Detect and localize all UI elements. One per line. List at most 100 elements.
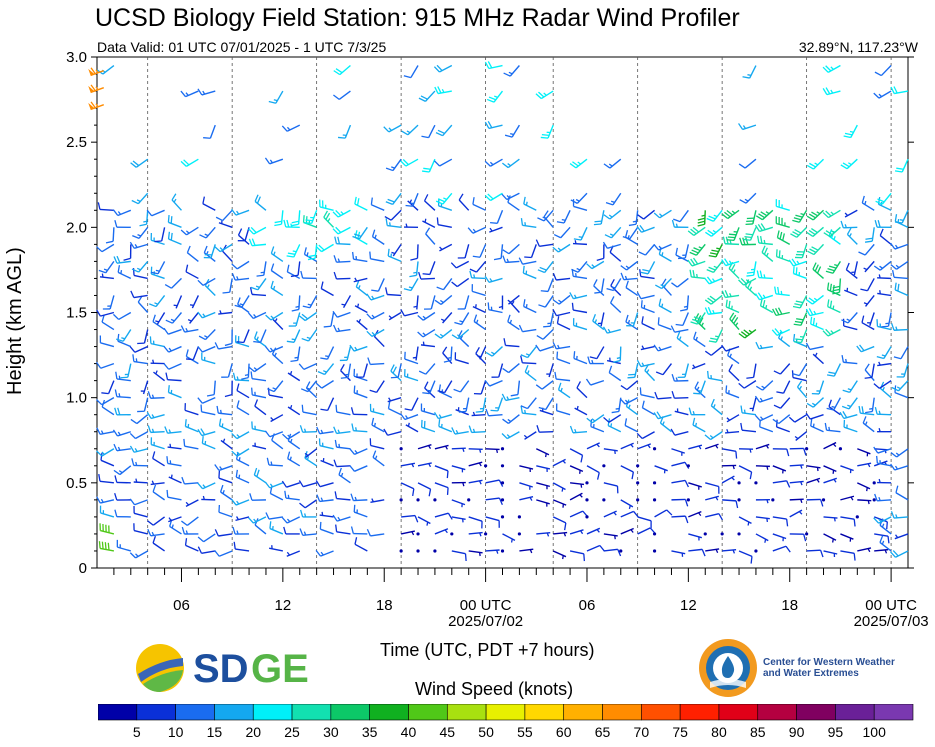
wind-barb — [603, 448, 618, 455]
barb-full — [166, 489, 169, 498]
wind-barb — [235, 452, 250, 467]
wind-barb — [137, 329, 149, 345]
barb-staff — [776, 222, 790, 229]
barb-staff — [137, 192, 149, 205]
barb-half — [647, 444, 651, 449]
barb-staff — [371, 204, 385, 211]
barb-staff — [371, 424, 385, 433]
barb-staff — [523, 305, 537, 314]
barb-staff — [569, 510, 584, 518]
barb-staff — [541, 90, 554, 100]
barb-full — [316, 426, 321, 434]
barb-staff — [823, 550, 838, 555]
barb-staff — [302, 411, 317, 416]
barb-staff — [662, 363, 673, 376]
wind-barb — [434, 512, 453, 520]
barb-full — [114, 389, 118, 397]
wind-barb — [218, 310, 233, 315]
barb-half — [830, 89, 834, 94]
barb-half — [189, 304, 194, 307]
wind-barb — [443, 346, 453, 363]
barb-staff — [415, 261, 419, 276]
colorbar-tick-label: 65 — [595, 724, 611, 740]
barb-full — [754, 224, 760, 232]
barb-half — [405, 223, 408, 228]
barb-full — [265, 314, 272, 321]
wind-barb — [518, 257, 537, 265]
wind-barb — [399, 549, 403, 553]
wind-barb — [214, 464, 233, 472]
calm-dot — [399, 549, 403, 553]
barb-full — [250, 371, 253, 379]
barb-staff — [524, 431, 537, 440]
barb-full — [167, 385, 170, 393]
barb-half — [696, 273, 698, 278]
barb-full — [552, 309, 558, 317]
barb-half — [742, 125, 747, 129]
barb-half — [462, 482, 465, 487]
barb-full — [315, 246, 322, 253]
wind-barb — [305, 381, 318, 399]
calm-dot — [500, 549, 505, 553]
wind-barb — [637, 443, 652, 450]
barb-full — [353, 504, 356, 513]
wind-barb — [894, 214, 909, 228]
barb-staff — [693, 338, 706, 348]
barb-full — [524, 256, 532, 259]
barb-half — [800, 212, 805, 216]
wind-barb — [468, 461, 483, 467]
barb-full — [251, 238, 256, 246]
barb-full — [335, 209, 342, 217]
wind-barb — [602, 498, 606, 502]
barb-staff — [789, 498, 804, 501]
barb-staff — [388, 311, 402, 321]
wind-barb — [619, 397, 638, 405]
wind-barb — [113, 465, 132, 476]
barb-full — [858, 405, 861, 414]
barb-staff — [710, 226, 723, 237]
barb-staff — [751, 397, 757, 412]
barb-staff — [112, 227, 115, 242]
barb-full — [487, 61, 493, 69]
barb-full — [231, 208, 237, 216]
barb-half — [443, 197, 447, 201]
barb-full — [726, 239, 735, 242]
wind-barb — [673, 209, 689, 223]
barb-half — [780, 290, 783, 295]
barb-full — [308, 254, 316, 258]
barb-full — [384, 216, 392, 221]
barb-half — [185, 230, 190, 234]
barb-half — [749, 448, 752, 453]
barb-half — [389, 222, 391, 227]
barb-half — [292, 250, 297, 253]
barb-full — [637, 214, 645, 220]
colorbar-tick-label: 30 — [323, 724, 339, 740]
barb-staff — [143, 329, 149, 344]
wind-barb — [603, 482, 619, 494]
barb-half — [527, 370, 530, 375]
wind-barb — [484, 61, 503, 70]
calm-dot — [399, 498, 403, 502]
barb-full — [235, 469, 238, 478]
wind-barb — [520, 405, 537, 416]
barb-staff — [326, 346, 335, 360]
barb-staff — [871, 363, 875, 378]
barb-staff — [185, 425, 199, 433]
barb-full — [437, 390, 445, 394]
calm-dot — [720, 532, 724, 536]
barb-staff — [813, 158, 825, 170]
wind-barb — [671, 515, 689, 524]
barb-staff — [857, 482, 871, 490]
wind-barb — [354, 303, 368, 314]
wind-barb — [114, 407, 131, 416]
colorbar-swatch — [873, 704, 914, 721]
barb-full — [323, 325, 332, 328]
barb-half — [849, 130, 854, 133]
wind-barb — [458, 193, 470, 211]
barb-full — [738, 279, 745, 286]
wind-barb — [874, 406, 892, 416]
barb-half — [341, 303, 346, 306]
wind-barb — [603, 548, 622, 557]
wind-barb — [334, 236, 351, 246]
barb-half — [557, 344, 560, 349]
